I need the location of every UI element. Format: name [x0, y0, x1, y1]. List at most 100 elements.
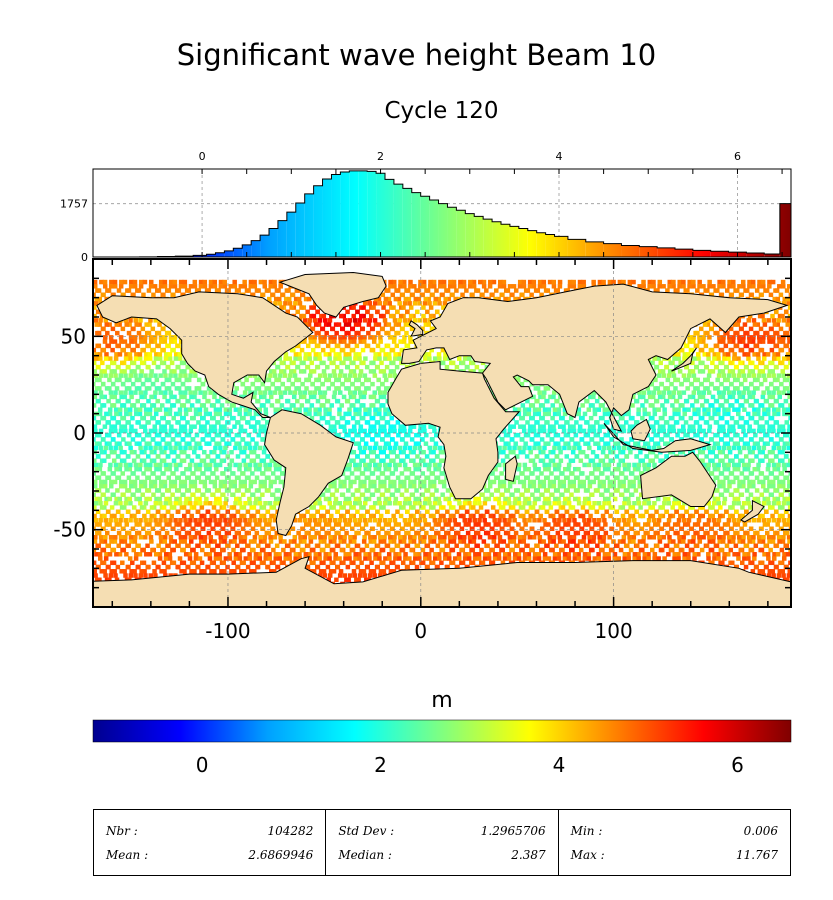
swh-sample [148, 573, 153, 578]
swh-sample [725, 466, 731, 472]
swh-sample [766, 556, 771, 561]
swh-sample [319, 513, 324, 519]
swh-sample [336, 432, 341, 438]
swh-sample [354, 577, 359, 583]
swh-sample [365, 488, 371, 493]
swh-sample [413, 466, 418, 472]
swh-sample [176, 377, 182, 383]
swh-sample [361, 539, 367, 544]
swh-sample [387, 518, 393, 523]
swh-sample [634, 398, 639, 404]
swh-sample [93, 539, 98, 544]
swh-sample [380, 526, 385, 532]
swh-sample [182, 428, 188, 434]
swh-sample [630, 403, 635, 408]
swh-sample [358, 479, 363, 485]
swh-sample [243, 500, 248, 506]
swh-sample [289, 547, 295, 553]
swh-sample [247, 411, 252, 417]
swh-sample [271, 547, 276, 553]
swh-sample [532, 411, 538, 417]
swh-sample [347, 462, 352, 468]
swh-sample [645, 386, 651, 391]
swh-sample [701, 428, 706, 434]
swh-sample [373, 466, 379, 472]
swh-sample [326, 522, 332, 527]
swh-sample [259, 403, 265, 408]
swh-sample [301, 369, 307, 374]
swh-sample [736, 411, 741, 417]
swh-sample [751, 284, 756, 289]
swh-sample [147, 377, 152, 383]
swh-sample [132, 284, 138, 289]
swh-sample [333, 522, 339, 527]
swh-sample [762, 352, 767, 357]
swh-sample [385, 509, 390, 514]
swh-sample [200, 492, 205, 497]
swh-sample [731, 284, 736, 289]
swh-sample [219, 403, 225, 408]
swh-sample [363, 377, 369, 383]
swh-sample [207, 522, 212, 527]
swh-sample [132, 449, 137, 455]
swh-sample [372, 390, 377, 395]
swh-sample [305, 564, 310, 570]
swh-sample [527, 279, 533, 285]
swh-sample [375, 475, 381, 480]
swh-sample [119, 369, 124, 374]
swh-sample [256, 522, 262, 527]
swh-sample [368, 483, 373, 489]
swh-sample [372, 483, 377, 489]
swh-sample [118, 390, 124, 395]
swh-sample [218, 535, 224, 540]
swh-sample [241, 471, 246, 476]
swh-sample [255, 420, 260, 425]
swh-sample [281, 547, 286, 553]
swh-sample [114, 577, 120, 583]
swh-sample [403, 466, 408, 472]
swh-sample [395, 509, 400, 514]
swh-sample [351, 424, 357, 429]
swh-sample [375, 509, 380, 514]
swh-sample [174, 496, 179, 502]
swh-sample [164, 441, 169, 446]
swh-sample [417, 535, 423, 540]
swh-sample [411, 513, 416, 519]
swh-sample [442, 535, 447, 540]
swh-sample [394, 343, 400, 349]
swh-sample [531, 424, 536, 429]
swh-sample [752, 441, 758, 446]
swh-sample [353, 556, 358, 561]
swh-sample [343, 500, 348, 506]
swh-sample [760, 394, 766, 400]
swh-sample [648, 360, 653, 366]
swh-sample [670, 449, 676, 455]
swh-sample [323, 522, 329, 527]
swh-sample [729, 292, 735, 298]
swh-sample [408, 513, 414, 519]
swh-sample [274, 475, 280, 480]
swh-sample [334, 488, 340, 493]
swh-sample [478, 505, 484, 510]
swh-sample [376, 496, 382, 502]
swh-sample [207, 552, 212, 557]
swh-sample [348, 483, 353, 489]
swh-sample [189, 369, 194, 374]
swh-sample [307, 352, 312, 357]
swh-sample [363, 466, 369, 472]
swh-sample [717, 284, 722, 289]
swh-sample [114, 386, 120, 391]
swh-sample [463, 522, 469, 527]
swh-sample [202, 479, 208, 485]
swh-sample [486, 496, 491, 502]
swh-sample [537, 284, 543, 289]
swh-sample [677, 369, 683, 374]
swh-sample [353, 411, 358, 417]
swh-sample [107, 322, 112, 327]
swh-sample [398, 535, 403, 540]
swh-sample [222, 569, 227, 574]
swh-sample [129, 569, 134, 574]
histogram-bar [206, 254, 216, 257]
swh-sample [323, 322, 329, 327]
swh-sample [262, 394, 267, 400]
